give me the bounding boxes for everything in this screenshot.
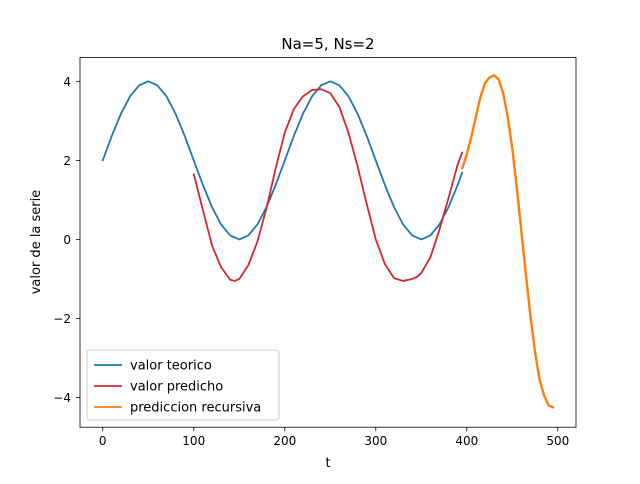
- legend-label-prediccion-recursiva: prediccion recursiva: [130, 401, 261, 416]
- chart-title: Na=5, Ns=2: [281, 35, 374, 53]
- y-tick-label: 4: [63, 75, 71, 89]
- y-axis-ticks: −4 −2 0 2 4: [53, 75, 80, 405]
- x-tick-label: 200: [273, 434, 296, 448]
- x-tick-label: 100: [182, 434, 205, 448]
- legend: valor teorico valor predicho prediccion …: [86, 349, 280, 421]
- y-tick-label: 2: [63, 154, 71, 168]
- y-tick-label: 0: [63, 233, 71, 247]
- x-axis-label: t: [325, 456, 330, 471]
- legend-label-valor-predicho: valor predicho: [130, 380, 223, 395]
- series-line-valor-predicho: [192, 88, 464, 282]
- x-tick-label: 0: [99, 434, 107, 448]
- x-tick-label: 300: [364, 434, 387, 448]
- axes-frame: [79, 57, 577, 428]
- legend-label-valor-teorico: valor teorico: [130, 359, 212, 374]
- y-tick-label: −2: [53, 312, 71, 326]
- legend-box: [86, 349, 280, 421]
- y-tick-label: −4: [53, 391, 71, 405]
- x-tick-label: 500: [546, 434, 569, 448]
- series-line-valor-teorico: [101, 80, 464, 241]
- x-tick-label: 400: [455, 434, 478, 448]
- series-lines: [101, 74, 555, 409]
- series-line-prediccion-recursiva: [461, 74, 555, 409]
- y-axis-label: valor de la serie: [29, 190, 44, 295]
- x-axis-ticks: 0 100 200 300 400 500: [99, 427, 569, 448]
